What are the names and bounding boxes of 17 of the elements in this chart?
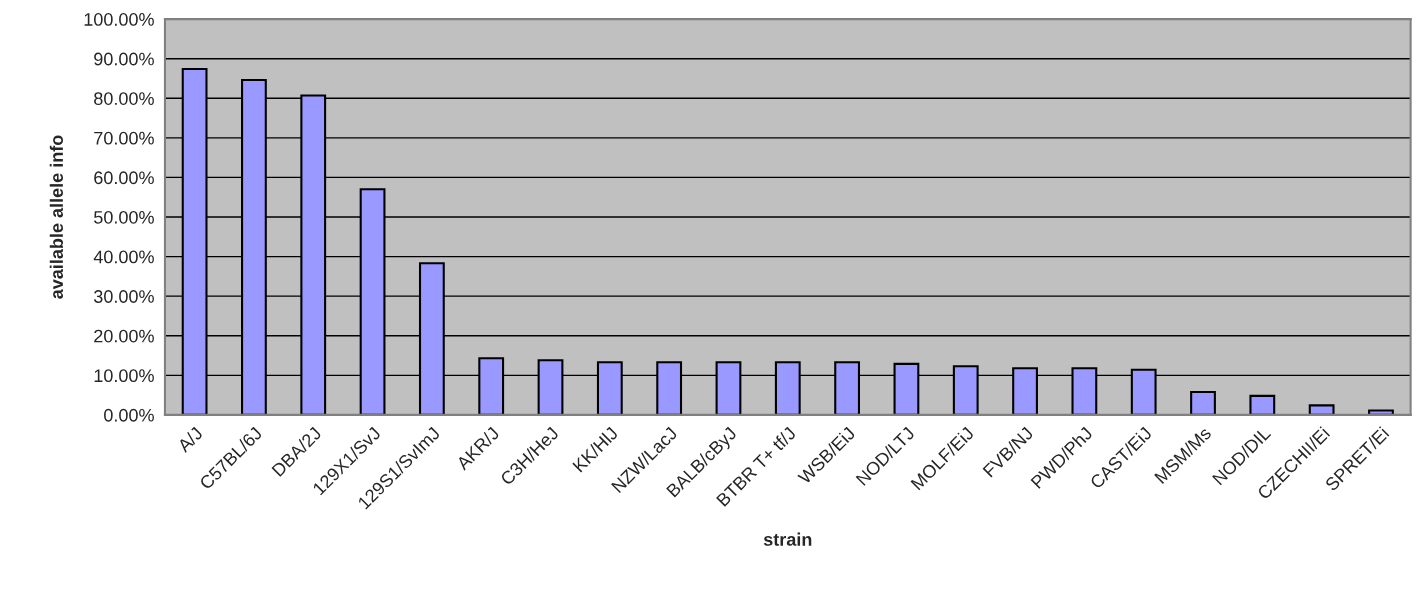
y-tick-label: 0.00% [104,408,154,422]
y-tick-label: 20.00% [94,329,154,343]
y-tick-label: 10.00% [94,369,154,383]
y-tick-label: 80.00% [94,92,154,105]
x-axis-title: strain [763,532,812,546]
y-tick-label: 100.00% [84,13,154,26]
y-tick-label: 70.00% [94,131,154,145]
y-tick-label: 50.00% [94,210,154,224]
bar [1249,394,1276,415]
y-tick-label: 60.00% [94,171,154,185]
x-tick-label: A/J [176,426,204,454]
y-tick-label: 90.00% [94,52,154,66]
y-tick-label: 30.00% [93,290,154,303]
y-tick-label: 40.00% [93,250,154,264]
y-axis-title: available allele info [49,135,64,299]
bar [1190,390,1216,415]
bar [1308,404,1335,415]
